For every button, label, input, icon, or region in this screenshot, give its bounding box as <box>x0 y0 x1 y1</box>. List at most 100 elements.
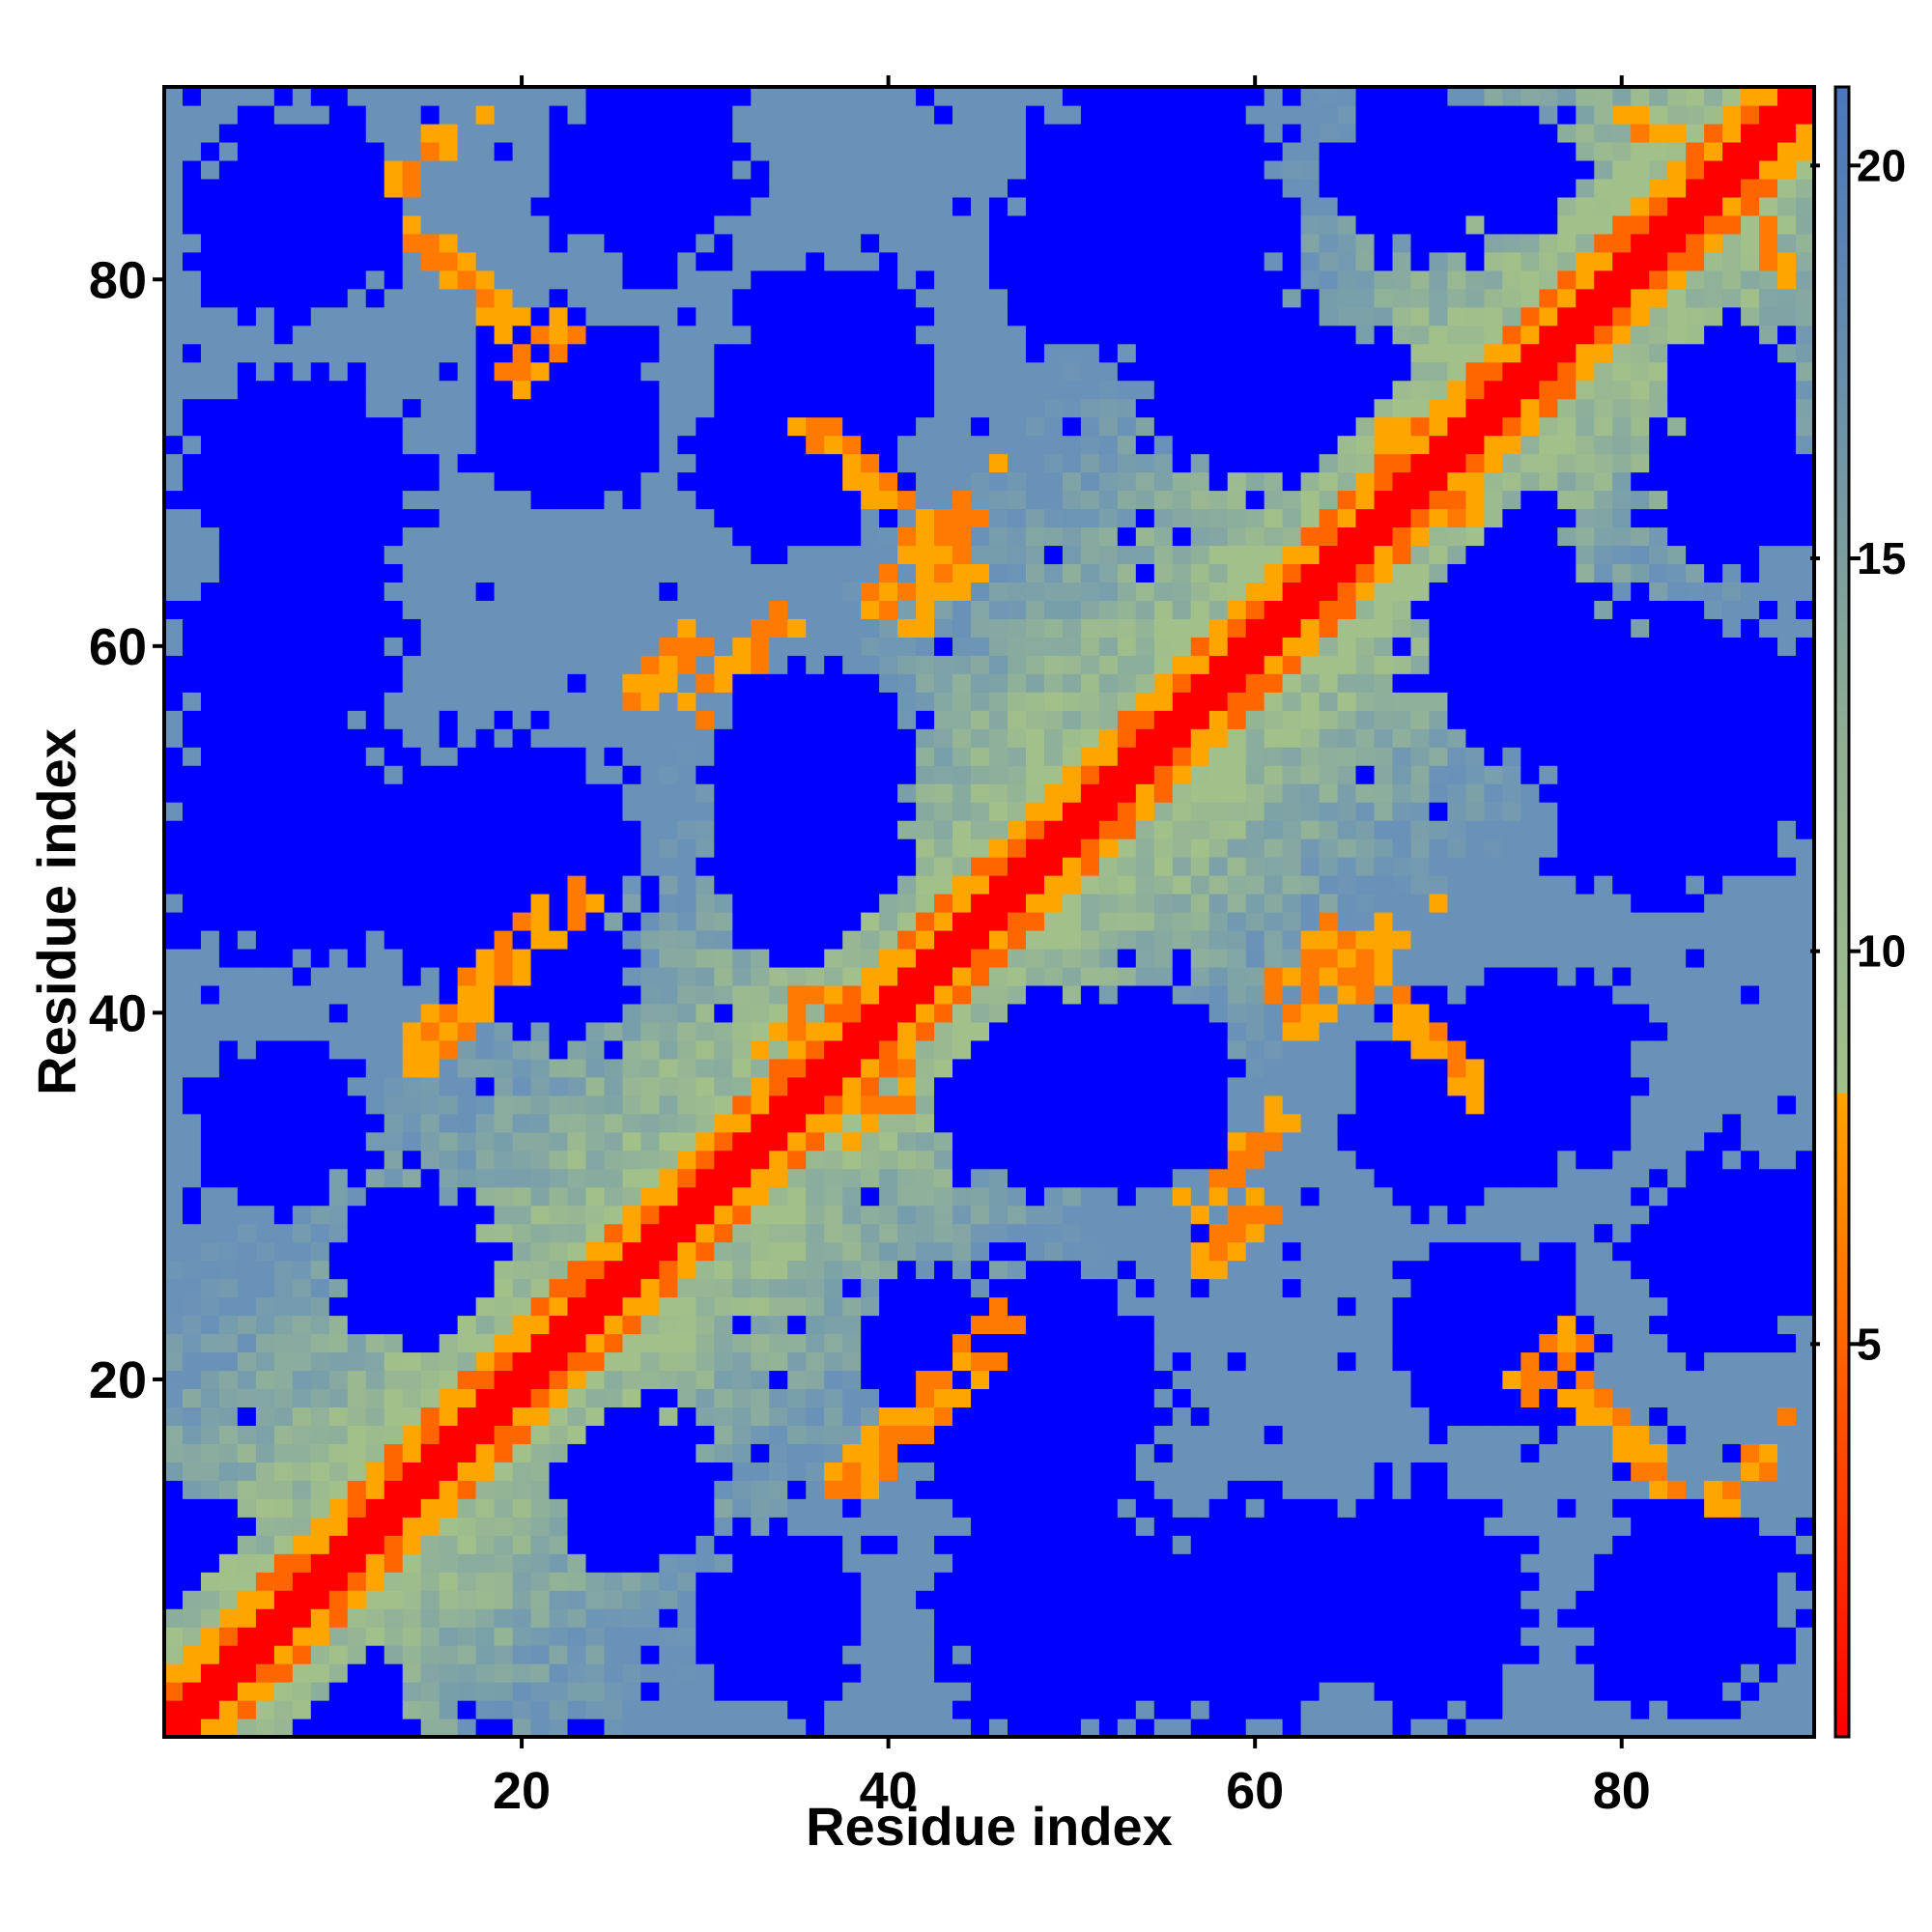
heatmap-cell <box>769 912 788 931</box>
heatmap-cell <box>218 508 239 528</box>
heatmap-cell <box>475 416 496 437</box>
heatmap-cell <box>751 270 770 290</box>
heatmap-cell <box>494 966 514 986</box>
heatmap-cell <box>787 178 807 198</box>
heatmap-cell <box>475 1076 496 1096</box>
heatmap-cell <box>328 141 349 161</box>
heatmap-cell <box>512 545 532 565</box>
heatmap-cell <box>310 435 330 455</box>
heatmap-cell <box>769 1719 788 1738</box>
heatmap-cell <box>1098 747 1119 766</box>
heatmap-cell <box>1080 178 1100 198</box>
heatmap-cell <box>1025 1186 1045 1207</box>
heatmap-cell <box>1098 233 1119 253</box>
heatmap-cell <box>182 563 202 582</box>
heatmap-cell <box>1117 87 1137 106</box>
heatmap-cell <box>897 1388 917 1407</box>
heatmap-cell <box>200 123 220 143</box>
heatmap-cell <box>1153 563 1174 582</box>
heatmap-cell <box>1098 1388 1119 1407</box>
heatmap-cell <box>934 1333 953 1353</box>
heatmap-cell <box>218 838 239 858</box>
heatmap-cell <box>1025 453 1045 473</box>
heatmap-cell <box>604 747 624 766</box>
heatmap-cell <box>1098 984 1119 1005</box>
heatmap-cell <box>824 1663 843 1683</box>
heatmap-cell <box>585 545 606 565</box>
heatmap-cell <box>1007 1462 1027 1481</box>
heatmap-cell <box>420 912 440 931</box>
heatmap-cell <box>530 435 551 455</box>
heatmap-cell <box>1062 196 1082 216</box>
heatmap-cell <box>494 1058 514 1078</box>
heatmap-cell <box>1153 343 1174 363</box>
heatmap-cell <box>1135 1150 1155 1170</box>
heatmap-cell <box>1062 270 1082 290</box>
heatmap-cell <box>1043 1719 1064 1738</box>
heatmap-cell <box>934 1315 953 1335</box>
heatmap-cell <box>200 159 220 180</box>
heatmap-cell <box>714 1333 733 1353</box>
heatmap-cell <box>1135 1553 1155 1573</box>
heatmap-cell <box>328 1094 349 1115</box>
heatmap-cell <box>530 1553 551 1573</box>
heatmap-cell <box>769 1425 788 1444</box>
heatmap-cell <box>1025 563 1045 582</box>
heatmap-cell <box>200 545 220 565</box>
heatmap-cell <box>310 233 330 253</box>
heatmap-cell <box>164 435 184 455</box>
heatmap-cell <box>310 673 330 693</box>
heatmap-cell <box>659 288 678 308</box>
heatmap-cell <box>916 1388 935 1407</box>
heatmap-cell <box>861 1351 880 1372</box>
heatmap-cell <box>347 637 367 656</box>
heatmap-cell <box>971 1076 990 1096</box>
heatmap-cell <box>787 471 807 492</box>
heatmap-cell <box>585 618 606 638</box>
heatmap-cell <box>1007 1608 1027 1628</box>
heatmap-cell <box>182 380 202 400</box>
heatmap-cell <box>879 673 898 693</box>
heatmap-cell <box>934 1388 953 1407</box>
heatmap-cell <box>475 508 496 528</box>
heatmap-cell <box>640 1590 660 1609</box>
heatmap-cell <box>787 1094 807 1115</box>
heatmap-cell <box>696 1645 715 1664</box>
heatmap-cell <box>1153 1663 1174 1683</box>
heatmap-cell <box>1098 618 1119 638</box>
heatmap-cell <box>494 1535 514 1554</box>
heatmap-cell <box>1117 508 1137 528</box>
heatmap-cell <box>769 1260 788 1280</box>
heatmap-cell <box>310 490 330 510</box>
heatmap-cell <box>402 1370 422 1390</box>
heatmap-cell <box>420 582 440 601</box>
heatmap-cell <box>420 87 440 106</box>
heatmap-cell <box>1007 1572 1027 1591</box>
heatmap-cell <box>622 582 642 601</box>
heatmap-cell <box>567 1719 587 1738</box>
heatmap-cell <box>989 618 1009 638</box>
heatmap-cell <box>1172 1333 1192 1353</box>
heatmap-cell <box>769 1094 788 1115</box>
heatmap-cell <box>732 141 752 161</box>
heatmap-cell <box>200 251 220 271</box>
heatmap-cell <box>842 343 862 363</box>
heatmap-cell <box>677 1443 696 1463</box>
heatmap-cell <box>273 710 294 729</box>
heatmap-cell <box>1007 984 1027 1005</box>
heatmap-cell <box>365 1296 385 1317</box>
heatmap-cell <box>640 490 660 510</box>
heatmap-cell <box>530 1241 551 1262</box>
heatmap-cell <box>494 1186 514 1207</box>
heatmap-cell <box>585 416 606 437</box>
heatmap-cell <box>1062 710 1082 729</box>
heatmap-cell <box>273 1425 294 1444</box>
heatmap-cell <box>310 655 330 674</box>
heatmap-cell <box>1153 1278 1174 1298</box>
heatmap-cell <box>164 104 184 125</box>
heatmap-cell <box>879 325 898 345</box>
heatmap-cell <box>879 1205 898 1225</box>
heatmap-cell <box>1043 948 1064 968</box>
heatmap-cell <box>512 1370 532 1390</box>
heatmap-cell <box>879 1058 898 1078</box>
